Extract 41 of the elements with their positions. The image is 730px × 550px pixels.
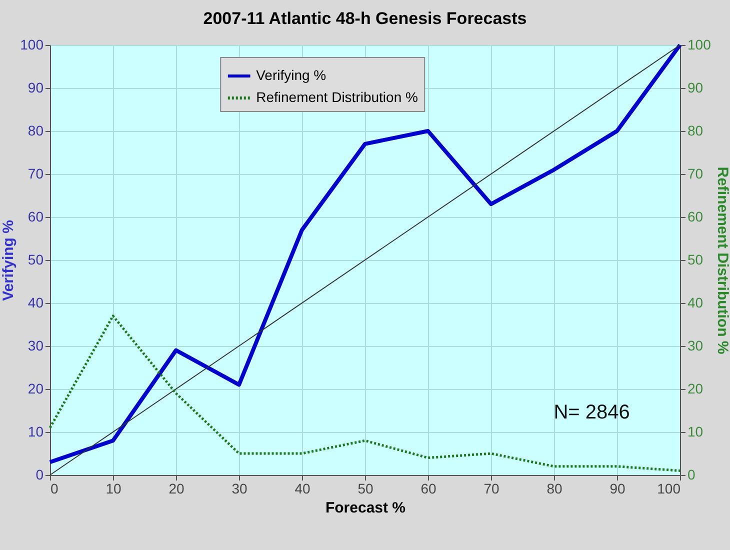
y-tick-label: 80 — [28, 122, 44, 138]
x-tick-label: 60 — [420, 480, 436, 496]
y-tick-label: 100 — [20, 36, 44, 52]
y2-tick-label: 20 — [688, 380, 704, 396]
legend-label: Verifying % — [256, 67, 326, 83]
y-tick-label: 90 — [28, 80, 44, 96]
y-tick-label: 70 — [28, 166, 44, 182]
x-tick-label: 100 — [657, 480, 681, 496]
y2-tick-label: 30 — [688, 338, 704, 354]
y-tick-label: 0 — [36, 466, 44, 482]
y-axis-title: Verifying % — [0, 220, 18, 301]
y2-tick-label: 100 — [688, 36, 712, 52]
x-axis-title: Forecast % — [325, 500, 406, 516]
y-tick-label: 60 — [28, 208, 44, 224]
y2-tick-label: 50 — [688, 252, 704, 268]
legend-label: Refinement Distribution % — [256, 89, 418, 105]
chart-title: 2007-11 Atlantic 48-h Genesis Forecasts — [203, 9, 527, 28]
y2-tick-label: 70 — [688, 166, 704, 182]
x-tick-label: 70 — [484, 480, 500, 496]
x-tick-label: 10 — [106, 480, 122, 496]
y2-tick-label: 80 — [688, 122, 704, 138]
y-tick-label: 50 — [28, 252, 44, 268]
annotation: N= 2846 — [554, 402, 630, 424]
y2-tick-label: 90 — [688, 80, 704, 96]
y2-tick-label: 0 — [688, 466, 696, 482]
y2-tick-label: 40 — [688, 294, 704, 310]
line-series — [48, 314, 682, 472]
x-tick-label: 20 — [168, 480, 184, 496]
y2-tick-label: 10 — [688, 424, 704, 440]
y-tick-label: 40 — [28, 294, 44, 310]
y2-tick-label: 60 — [688, 208, 704, 224]
y2-axis-title: Refinement Distribution % — [714, 166, 730, 354]
y-tick-label: 10 — [28, 424, 44, 440]
y-tick-label: 20 — [28, 380, 44, 396]
x-tick-label: 0 — [50, 480, 58, 496]
x-tick-label: 30 — [232, 480, 248, 496]
x-tick-label: 50 — [358, 480, 374, 496]
y-tick-label: 30 — [28, 338, 44, 354]
x-tick-label: 40 — [294, 480, 310, 496]
x-tick-label: 90 — [610, 480, 626, 496]
x-tick-label: 80 — [546, 480, 562, 496]
